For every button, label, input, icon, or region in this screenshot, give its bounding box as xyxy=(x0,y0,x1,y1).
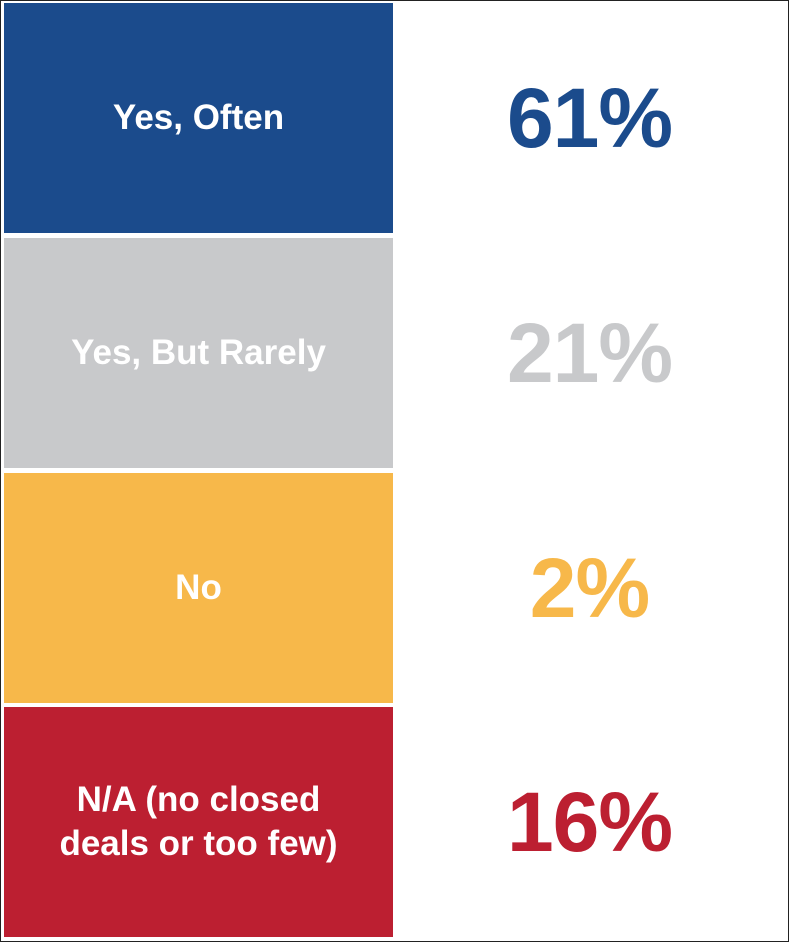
category-label: No xyxy=(175,568,222,607)
value-label: 61% xyxy=(506,70,673,165)
category-box-no: No xyxy=(4,473,393,703)
category-label: Yes, Often xyxy=(112,98,285,137)
row-na: N/A (no closed deals or too few) 16% xyxy=(3,707,786,937)
row-no: No 2% xyxy=(3,473,786,703)
row-yes-often: Yes, Often 61% xyxy=(3,3,786,233)
value-label: 21% xyxy=(506,305,673,400)
value-label: 16% xyxy=(506,774,673,869)
value-label: 2% xyxy=(529,540,650,635)
category-box-na: N/A (no closed deals or too few) xyxy=(4,707,393,937)
category-label: N/A (no closed deals or too few) xyxy=(59,780,338,863)
category-box-yes-rarely: Yes, But Rarely xyxy=(4,238,393,468)
category-label: Yes, But Rarely xyxy=(71,333,326,372)
category-box-yes-often: Yes, Often xyxy=(4,3,393,233)
row-yes-rarely: Yes, But Rarely 21% xyxy=(3,238,786,468)
